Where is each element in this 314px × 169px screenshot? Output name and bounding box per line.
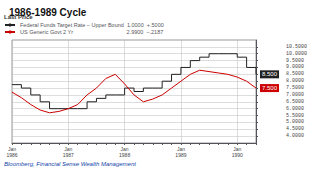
svg-text:8.500: 8.500	[262, 71, 278, 77]
svg-text:5.0000: 5.0000	[286, 119, 304, 125]
svg-text:7.500: 7.500	[262, 85, 278, 91]
svg-text:1989: 1989	[175, 152, 186, 158]
svg-text:US Generic Govt 2 Yr: US Generic Govt 2 Yr 2.9900 –.2187	[20, 29, 163, 35]
svg-text:Jan: Jan	[8, 146, 16, 152]
svg-text:Federal Funds Target Rate – Up: Federal Funds Target Rate – Upper Bound …	[20, 22, 164, 28]
svg-text:Jan: Jan	[233, 146, 242, 152]
svg-text:10.5000: 10.5000	[286, 44, 307, 50]
svg-text:1986-1989 Cycle: 1986-1989 Cycle	[9, 7, 87, 18]
svg-text:5.5000: 5.5000	[286, 113, 304, 119]
svg-text:1988: 1988	[119, 152, 130, 158]
svg-text:6.0000: 6.0000	[286, 106, 304, 112]
svg-text:8.5000: 8.5000	[286, 71, 304, 77]
svg-text:Jan: Jan	[176, 146, 185, 152]
svg-text:Jan: Jan	[64, 146, 73, 152]
svg-text:9.0000: 9.0000	[286, 64, 304, 70]
svg-text:1987: 1987	[63, 152, 74, 158]
svg-text:1990: 1990	[232, 152, 243, 158]
svg-text:7.0000: 7.0000	[286, 92, 304, 98]
svg-text:7.5000: 7.5000	[286, 85, 304, 91]
svg-text:Bloomberg, Financial Sense Wea: Bloomberg, Financial Sense Wealth Manage…	[4, 161, 136, 167]
svg-text:9.5000: 9.5000	[286, 58, 304, 64]
svg-text:8.0000: 8.0000	[286, 78, 304, 84]
svg-text:10.0000: 10.0000	[286, 51, 307, 57]
svg-text:1986: 1986	[6, 152, 17, 158]
svg-text:6.5000: 6.5000	[286, 99, 304, 105]
svg-text:4.5000: 4.5000	[286, 126, 304, 132]
svg-text:Jan: Jan	[120, 146, 129, 152]
svg-text:4.0000: 4.0000	[286, 133, 304, 139]
